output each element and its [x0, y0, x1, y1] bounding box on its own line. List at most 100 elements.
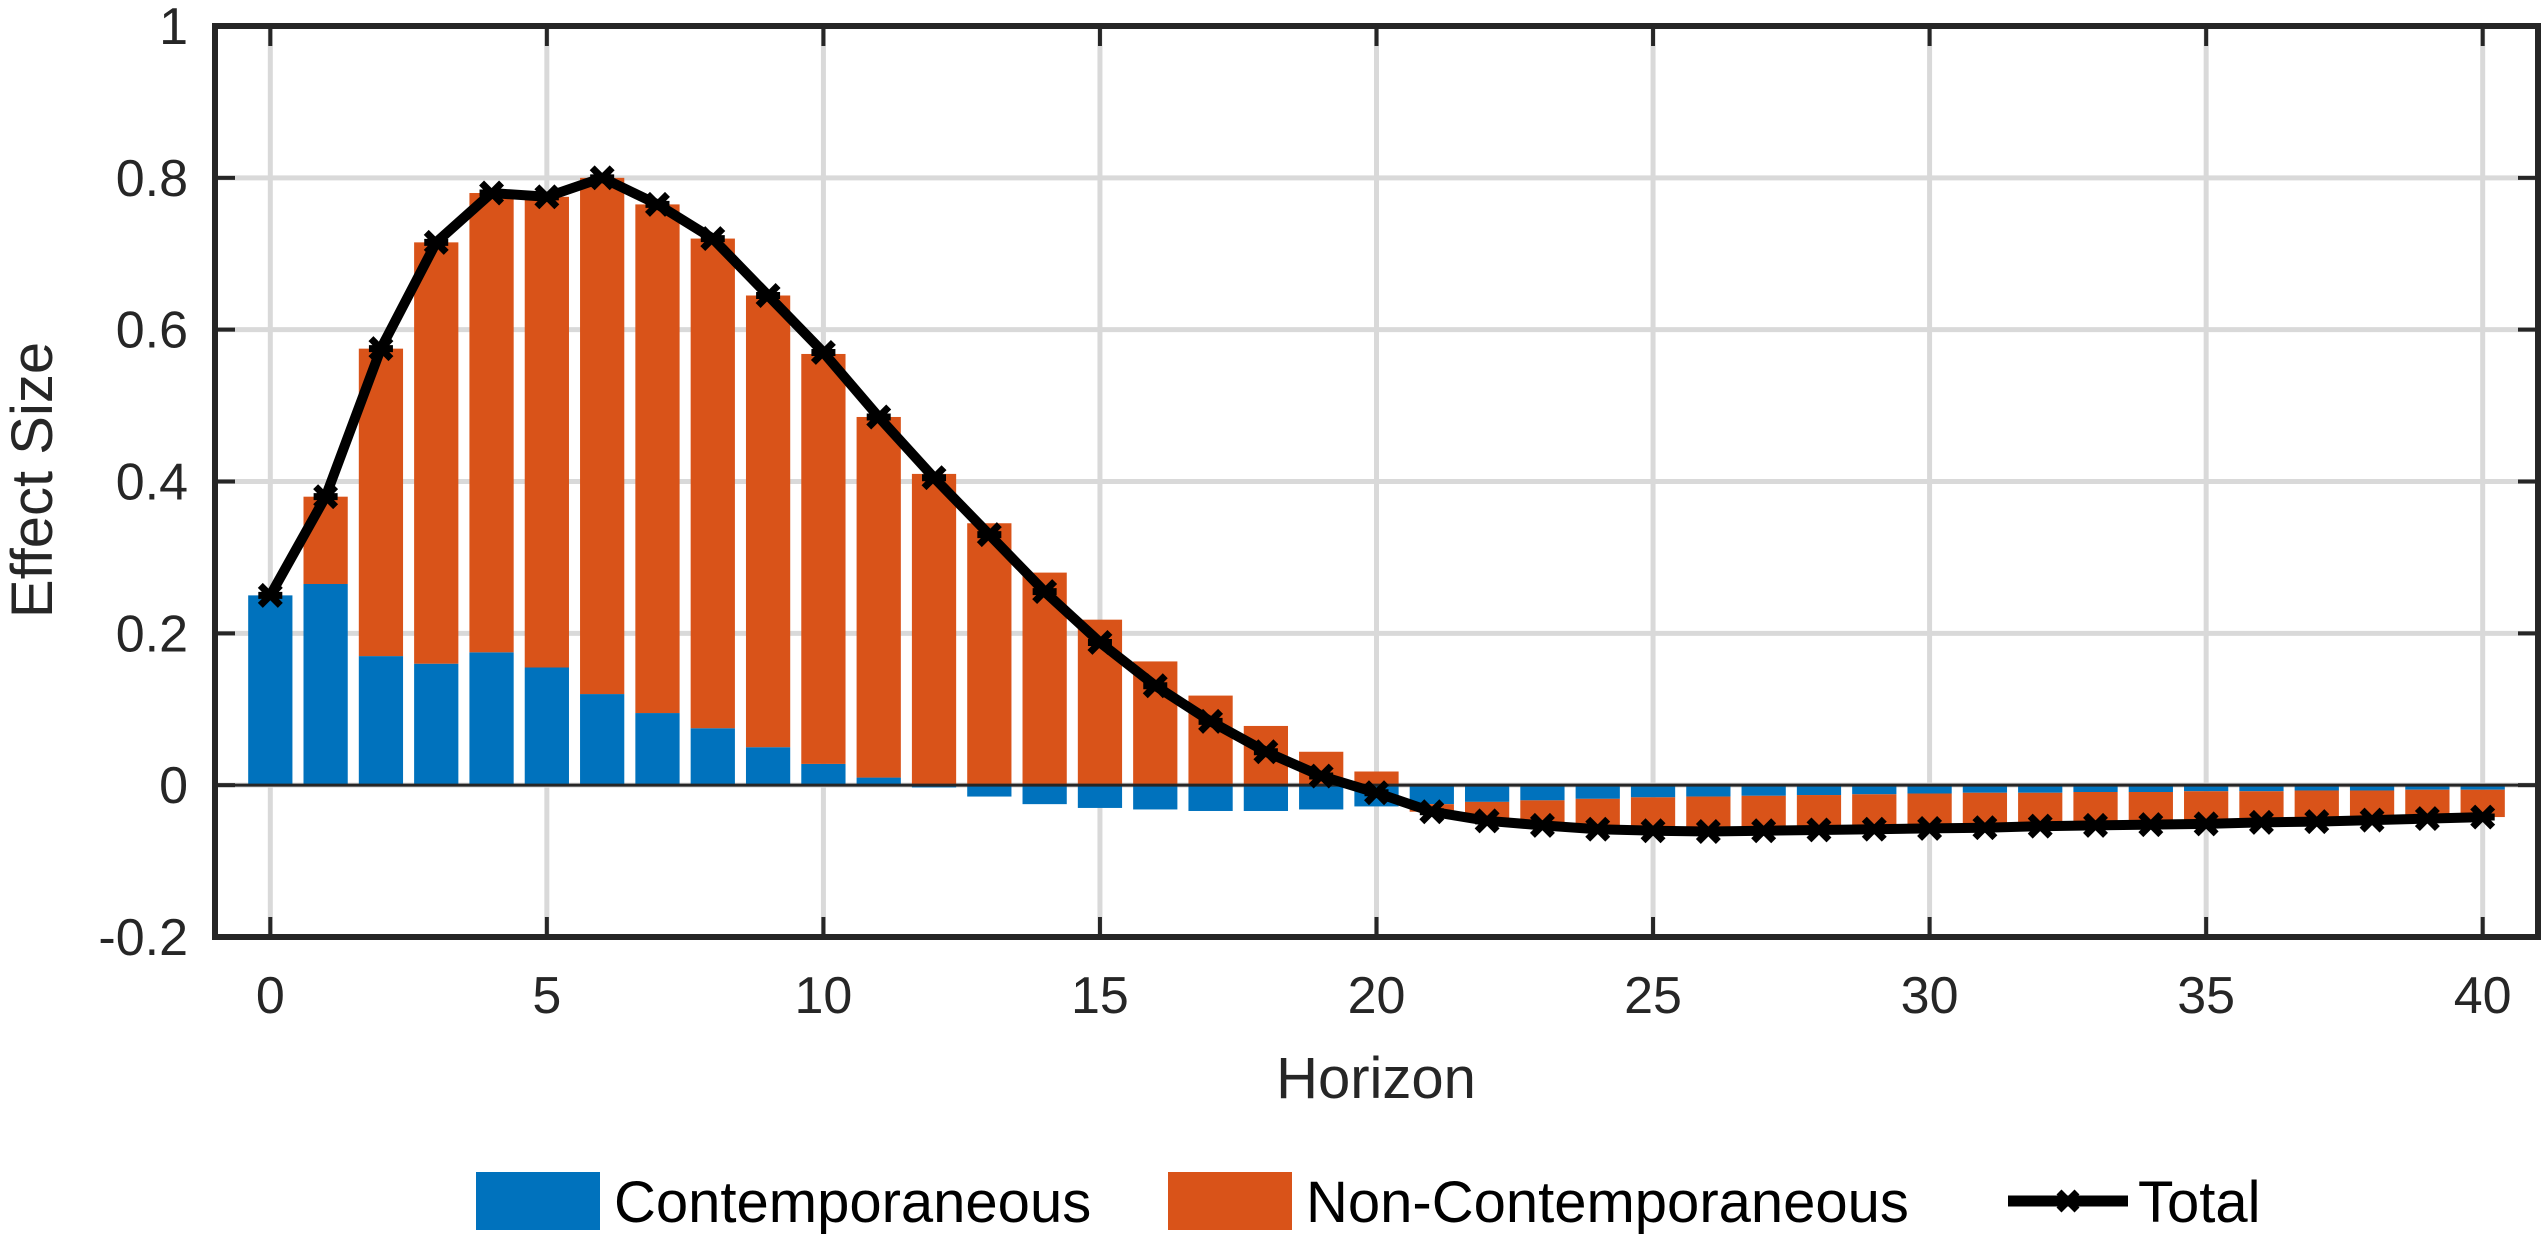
y-axis-title: Effect Size [0, 342, 65, 618]
bar-non-contemporaneous [1907, 793, 1952, 829]
bar-contemporaneous [1464, 785, 1510, 802]
total-marker [423, 229, 449, 255]
bar-non-contemporaneous [635, 204, 680, 714]
total-marker [1142, 673, 1168, 699]
bar-contemporaneous [635, 713, 680, 786]
total-marker [1032, 579, 1058, 605]
bar-contemporaneous [580, 694, 625, 786]
bar-non-contemporaneous [745, 295, 791, 748]
bar-non-contemporaneous [303, 496, 348, 584]
bar-contemporaneous [2294, 785, 2339, 791]
bar-contemporaneous [303, 583, 348, 786]
tick-labels: 0 5 10 15 20 25 30 35 40 -0.2 0 0.2 0.4 0.6 0.8 1 [98, 0, 2511, 1025]
total-marker [2027, 813, 2053, 839]
legend-marker-total [2056, 1189, 2080, 1213]
bar-non-contemporaneous [1741, 795, 1786, 831]
total-marker [1640, 818, 1666, 844]
total-marker [2138, 812, 2164, 838]
total-marker [645, 191, 670, 217]
legend-swatch-non-contemporaneous [1168, 1172, 1292, 1230]
legend-label-non-contemporaneous: Non-Contemporaneous [1306, 1170, 1909, 1235]
y-tick-label: 1 [159, 0, 188, 56]
x-tick-label: 20 [1348, 967, 1406, 1025]
bar-non-contemporaneous [1630, 797, 1676, 831]
total-marker [368, 336, 394, 362]
bar-non-contemporaneous [690, 238, 735, 729]
total-marker [2470, 804, 2496, 830]
total-marker [2414, 806, 2440, 832]
legend-label-contemporaneous: Contemporaneous [614, 1170, 1091, 1235]
bar-contemporaneous [248, 595, 293, 786]
y-tick-label: 0.4 [116, 454, 188, 512]
bar-contemporaneous [690, 728, 735, 786]
y-tick-label: 0.6 [116, 302, 188, 360]
bar-non-contemporaneous [2073, 791, 2118, 826]
total-marker [1253, 739, 1279, 765]
total-marker [1308, 763, 1334, 789]
bar-contemporaneous [1907, 785, 1952, 794]
bar-contemporaneous [2128, 785, 2173, 792]
bar-contemporaneous [1630, 785, 1676, 798]
bar-non-contemporaneous [1852, 794, 1897, 830]
bar-contemporaneous [1520, 785, 1565, 801]
total-marker [1861, 816, 1887, 842]
total-marker [2304, 809, 2330, 835]
bar-non-contemporaneous [2239, 791, 2284, 823]
bar-non-contemporaneous [967, 523, 1012, 786]
bar-contemporaneous [967, 785, 1012, 797]
bar-contemporaneous [2460, 785, 2505, 790]
x-tick-label: 35 [2177, 967, 2235, 1025]
bar-contemporaneous [1188, 785, 1233, 811]
x-tick-label: 0 [256, 967, 285, 1025]
ticks [215, 24, 2538, 939]
bar-contemporaneous [1077, 785, 1123, 808]
total-marker [2193, 811, 2219, 837]
bar-contemporaneous [1022, 785, 1067, 805]
bar-non-contemporaneous [1796, 795, 1842, 830]
bar-non-contemporaneous [580, 177, 625, 695]
bar-contemporaneous [1575, 785, 1620, 799]
total-marker [1474, 808, 1500, 834]
legend-swatch-contemporaneous [476, 1172, 600, 1230]
total-marker [1419, 799, 1445, 825]
bar-non-contemporaneous [2018, 792, 2063, 827]
bar-contemporaneous [1962, 785, 2008, 793]
x-axis-title: Horizon [1276, 1046, 1476, 1111]
total-marker [1751, 818, 1777, 844]
bar-contemporaneous [1133, 785, 1178, 810]
total-marker [1972, 815, 1998, 841]
bar-contemporaneous [856, 777, 901, 786]
total-marker [1198, 708, 1224, 734]
bar-contemporaneous [2184, 785, 2229, 792]
bar-non-contemporaneous [856, 416, 901, 778]
bars [248, 177, 2505, 832]
total-marker [1806, 817, 1832, 843]
x-tick-label: 5 [532, 967, 561, 1025]
y-tick-label: 0.2 [116, 605, 188, 663]
total-marker [2248, 809, 2274, 835]
bar-contemporaneous [2349, 785, 2395, 791]
bar-contemporaneous [801, 763, 846, 786]
bar-contemporaneous [745, 747, 791, 786]
bar-contemporaneous [1741, 785, 1786, 796]
total-marker [755, 283, 781, 308]
y-tick-label: 0.8 [116, 150, 188, 208]
total-marker [866, 404, 892, 430]
bar-non-contemporaneous [2184, 791, 2229, 824]
bar-non-contemporaneous [469, 193, 514, 653]
bar-contemporaneous [1852, 785, 1897, 795]
bar-non-contemporaneous [1686, 796, 1731, 832]
bar-non-contemporaneous [1354, 771, 1399, 786]
total-marker [700, 226, 726, 252]
legend: Contemporaneous Non-Contemporaneous Tota… [476, 1170, 2261, 1235]
bar-non-contemporaneous [2128, 791, 2173, 825]
bar-contemporaneous [1796, 785, 1842, 796]
y-tick-label: -0.2 [98, 909, 188, 967]
total-marker [976, 522, 1002, 548]
total-marker [534, 184, 560, 210]
bar-non-contemporaneous [1962, 792, 2008, 828]
total-marker [921, 465, 947, 491]
total-marker [1087, 629, 1113, 655]
bar-contemporaneous [1409, 785, 1454, 805]
